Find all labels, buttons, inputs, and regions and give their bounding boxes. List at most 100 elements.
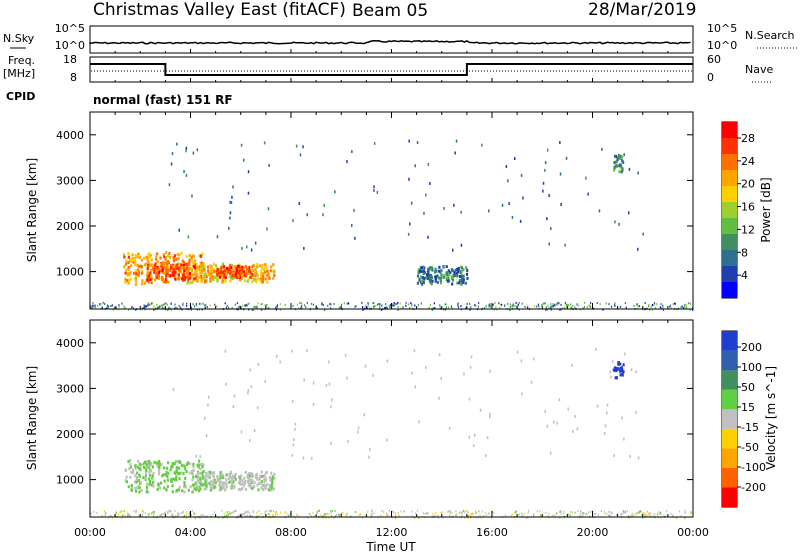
data-cell bbox=[662, 309, 664, 311]
data-cell bbox=[240, 143, 243, 147]
data-cell bbox=[306, 213, 308, 217]
data-cell bbox=[552, 303, 554, 306]
data-cell bbox=[431, 279, 434, 283]
data-cell bbox=[264, 471, 268, 475]
data-cell bbox=[160, 481, 163, 485]
data-cell bbox=[187, 268, 190, 272]
data-cell bbox=[372, 305, 375, 308]
data-cell bbox=[642, 512, 644, 515]
data-cell bbox=[512, 303, 514, 306]
data-cell bbox=[239, 278, 242, 282]
data-cell bbox=[146, 482, 149, 486]
data-cell bbox=[438, 265, 441, 269]
data-cell bbox=[481, 143, 483, 147]
data-cell bbox=[200, 277, 203, 281]
data-cell bbox=[312, 381, 315, 385]
data-cell bbox=[256, 277, 259, 281]
data-cell bbox=[251, 280, 254, 284]
data-cell bbox=[579, 514, 581, 517]
data-cell bbox=[230, 201, 233, 204]
data-cell bbox=[558, 398, 561, 402]
data-cell bbox=[328, 513, 330, 515]
data-cell bbox=[242, 273, 245, 277]
data-cell bbox=[480, 516, 482, 519]
data-cell bbox=[241, 513, 243, 515]
data-cell bbox=[548, 512, 550, 515]
data-cell bbox=[143, 281, 147, 285]
data-cell bbox=[456, 513, 458, 516]
data-cell bbox=[265, 266, 268, 270]
data-cell bbox=[346, 302, 348, 305]
data-cell bbox=[172, 259, 176, 263]
data-cell bbox=[209, 470, 212, 474]
data-cell bbox=[180, 263, 183, 267]
data-cell bbox=[135, 477, 138, 481]
data-cell bbox=[624, 511, 626, 514]
data-cell bbox=[195, 263, 198, 267]
data-cell bbox=[450, 275, 453, 279]
data-cell bbox=[191, 258, 194, 262]
data-cell bbox=[564, 301, 566, 304]
data-cell bbox=[489, 369, 491, 373]
colorbar-swatch bbox=[722, 282, 737, 298]
data-cell bbox=[229, 200, 231, 204]
data-cell bbox=[124, 468, 127, 472]
data-cell bbox=[275, 511, 277, 513]
data-cell bbox=[514, 304, 516, 307]
data-cell bbox=[218, 477, 222, 481]
data-cell bbox=[166, 265, 169, 269]
data-cell bbox=[233, 510, 235, 513]
noise-left-tick-top: 10^5 bbox=[55, 22, 85, 35]
data-cell bbox=[234, 303, 236, 306]
data-cell bbox=[174, 460, 177, 464]
data-cell bbox=[260, 513, 262, 515]
data-cell bbox=[460, 266, 463, 270]
data-cell bbox=[115, 306, 117, 309]
data-cell bbox=[270, 488, 273, 492]
time-tick-label: 04:00 bbox=[175, 526, 207, 539]
data-cell bbox=[238, 275, 241, 279]
data-cell bbox=[337, 513, 340, 516]
data-cell bbox=[171, 265, 174, 269]
data-cell bbox=[207, 395, 210, 399]
data-cell bbox=[263, 270, 267, 274]
data-cell bbox=[157, 468, 160, 472]
data-cell bbox=[659, 513, 661, 516]
data-cell bbox=[192, 303, 194, 306]
data-cell bbox=[301, 302, 303, 305]
data-cell bbox=[184, 263, 187, 266]
data-cell bbox=[178, 228, 180, 232]
data-cell bbox=[199, 463, 202, 466]
data-cell bbox=[508, 202, 510, 205]
data-cell bbox=[182, 276, 185, 280]
colorbar-swatch bbox=[722, 487, 737, 507]
data-cell bbox=[166, 270, 169, 274]
data-cell bbox=[178, 513, 180, 516]
data-cell bbox=[257, 362, 260, 366]
data-cell bbox=[101, 307, 103, 310]
data-cell bbox=[253, 278, 256, 282]
data-cell bbox=[212, 277, 215, 281]
data-cell bbox=[184, 467, 187, 471]
data-cell bbox=[156, 269, 159, 273]
data-cell bbox=[613, 366, 616, 370]
data-cell bbox=[303, 304, 306, 307]
data-cell bbox=[680, 306, 682, 309]
data-cell bbox=[650, 512, 652, 515]
data-cell bbox=[562, 512, 564, 515]
data-cell bbox=[240, 479, 244, 482]
data-cell bbox=[419, 269, 422, 273]
data-cell bbox=[637, 247, 639, 251]
freq-left-label: Freq. bbox=[8, 54, 35, 67]
data-cell bbox=[201, 465, 204, 469]
data-cell bbox=[418, 517, 420, 519]
data-cell bbox=[147, 490, 150, 494]
data-cell bbox=[416, 274, 420, 278]
data-cell bbox=[167, 280, 170, 284]
data-cell bbox=[135, 489, 138, 493]
data-cell bbox=[165, 470, 168, 474]
data-cell bbox=[434, 514, 436, 517]
data-cell bbox=[110, 305, 112, 307]
data-cell bbox=[373, 306, 375, 309]
data-cell bbox=[134, 263, 137, 266]
